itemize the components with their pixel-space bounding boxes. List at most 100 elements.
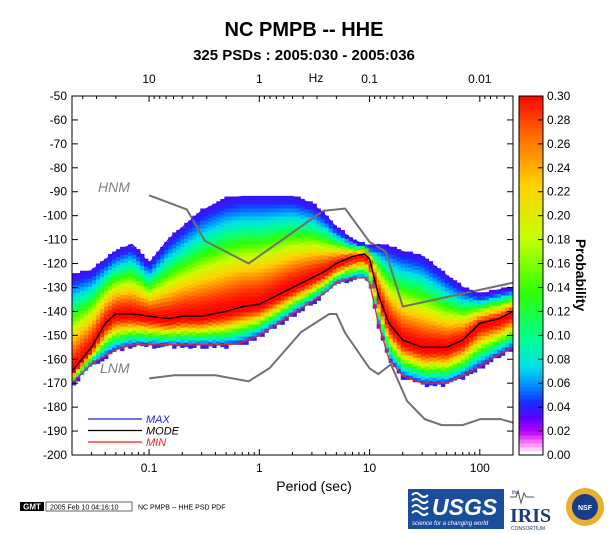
heatmap-cell — [128, 296, 133, 301]
heatmap-cell — [404, 335, 410, 340]
heatmap-cell — [412, 317, 418, 323]
heatmap-cell — [204, 308, 209, 313]
heatmap-cell — [484, 348, 490, 353]
heatmap-cell — [340, 234, 345, 239]
heatmap-cell — [344, 270, 349, 276]
heatmap-cell — [440, 366, 446, 372]
heatmap-cell — [220, 250, 225, 256]
heatmap-cell — [212, 287, 217, 292]
heatmap-cell — [456, 366, 462, 371]
heatmap-cell — [508, 343, 514, 348]
heatmap-cell — [472, 296, 478, 301]
heatmap-cell — [240, 220, 245, 225]
heatmap-cell — [328, 276, 333, 281]
heatmap-cell — [428, 297, 434, 302]
heatmap-cell — [168, 337, 173, 342]
heatmap-cell — [376, 252, 381, 257]
heatmap-cell — [224, 240, 229, 245]
heatmap-cell — [388, 310, 394, 316]
heatmap-cell — [284, 264, 289, 269]
heatmap-cell — [448, 281, 454, 287]
heatmap-cell — [408, 335, 414, 340]
heatmap-cell — [148, 305, 153, 310]
heatmap-cell — [108, 349, 113, 355]
heatmap-cell — [164, 257, 169, 263]
heatmap-cell — [208, 206, 213, 211]
heatmap-cell — [172, 268, 177, 273]
heatmap-cell — [92, 352, 97, 357]
heatmap-cell — [256, 268, 261, 273]
heatmap-cell — [216, 281, 221, 286]
heatmap-cell — [324, 275, 329, 280]
heatmap-cell — [232, 256, 237, 261]
heatmap-cell — [264, 204, 269, 209]
heatmap-cell — [220, 278, 225, 284]
heatmap-cell — [304, 257, 309, 262]
heatmap-cell — [328, 280, 333, 285]
heatmap-cell — [244, 256, 249, 261]
heatmap-cell — [396, 269, 402, 274]
heatmap-cell — [276, 220, 281, 225]
colorbar: 0.000.020.040.060.080.100.120.140.160.18… — [518, 89, 571, 462]
heatmap-cell — [188, 312, 193, 317]
gmt-label: GMT — [23, 503, 41, 512]
heatmap-cell — [468, 353, 474, 359]
heatmap-cell — [212, 247, 217, 252]
heatmap-cell — [228, 340, 233, 345]
heatmap-cell — [156, 343, 161, 348]
heatmap-cell — [196, 309, 201, 314]
heatmap-cell — [204, 288, 209, 293]
heatmap-cell — [80, 326, 85, 332]
heatmap-cell — [128, 312, 133, 317]
heatmap-cell — [376, 304, 381, 309]
heatmap-cell — [180, 263, 185, 268]
heatmap-cell — [168, 281, 173, 286]
heatmap-cell — [248, 300, 253, 305]
heatmap-cell — [144, 262, 149, 268]
heatmap-cell — [244, 264, 249, 269]
heatmap-cell — [112, 319, 117, 324]
heatmap-cell — [188, 328, 193, 333]
heatmap-cell — [320, 258, 325, 264]
heatmap-cell — [392, 290, 398, 296]
heatmap-cell — [468, 293, 474, 299]
heatmap-cell — [224, 336, 229, 341]
heatmap-cell — [352, 247, 357, 252]
heatmap-cell — [236, 244, 241, 249]
heatmap-cell — [164, 333, 169, 339]
colorbar-tick-label: 0.18 — [547, 233, 571, 247]
heatmap-cell — [232, 288, 237, 293]
heatmap-cell — [152, 308, 157, 313]
heatmap-cell — [296, 292, 301, 297]
heatmap-cell — [304, 273, 309, 278]
heatmap-cell — [360, 265, 365, 271]
heatmap-cell — [92, 308, 97, 313]
heatmap-cell — [496, 309, 502, 315]
heatmap-cell — [232, 248, 237, 253]
heatmap-cell — [376, 248, 381, 253]
heatmap-cell — [184, 238, 189, 244]
hnm-line — [148, 194, 513, 308]
heatmap-cell — [344, 238, 349, 244]
heatmap-cell — [364, 268, 369, 273]
heatmap-cell — [416, 349, 422, 355]
heatmap-cell — [304, 285, 309, 290]
heatmap-cell — [220, 330, 225, 336]
heatmap-cell — [264, 316, 269, 321]
heatmap-cell — [296, 284, 301, 289]
heatmap-cell — [156, 255, 161, 260]
heatmap-cell — [388, 342, 394, 348]
heatmap-cell — [120, 254, 125, 260]
heatmap-cell — [236, 272, 241, 277]
heatmap-cell — [448, 309, 454, 315]
heatmap-cell — [284, 292, 289, 297]
heatmap-cell — [176, 322, 181, 327]
heatmap-cell — [140, 261, 145, 267]
heatmap-cell — [328, 256, 333, 261]
colorbar-segment — [519, 343, 543, 348]
heatmap-cell — [208, 234, 213, 239]
heatmap-cell — [248, 240, 253, 245]
heatmap-cell — [116, 333, 121, 338]
heatmap-cell — [152, 276, 157, 281]
